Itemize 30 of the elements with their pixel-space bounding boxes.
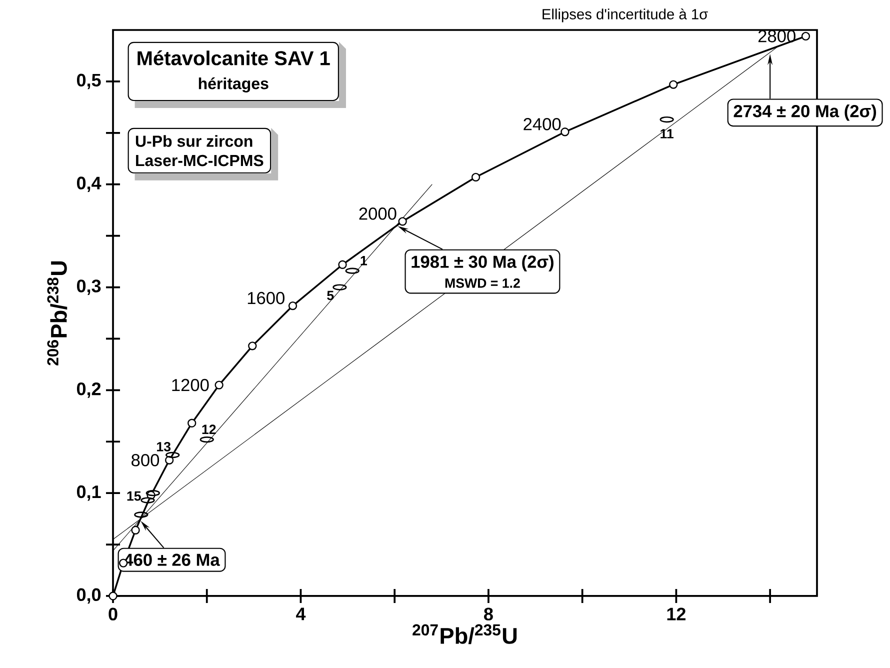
annotation: 1200 [172, 378, 209, 392]
y-axis-title: $^{206}$Pb/$^{238}$U [47, 261, 68, 366]
annotation: 13 [157, 442, 171, 452]
text: Métavolcanite SAV 1 [138, 50, 330, 66]
y-tick-label: 0,2 [76, 382, 101, 398]
annotation: Laser-MC-ICPMS [136, 154, 264, 166]
y-tick-label: 0,0 [76, 588, 101, 604]
x-tick-label: 4 [296, 608, 306, 620]
annotation: 12 [202, 424, 216, 434]
annotation: 2400 [524, 118, 561, 130]
annotation: MSWD = 1.2 [445, 278, 520, 288]
annotation: 1600 [248, 292, 284, 304]
annotation: 1981 ± 30 Ma (2σ) [412, 255, 554, 272]
annotation: 2734 ± 20 Ma (2σ) [734, 104, 876, 121]
annotation: U-Pb sur zircon [136, 135, 252, 147]
annotation: 11 [660, 129, 674, 138]
x-axis-title: $^{207}$Pb/$^{235}$U [412, 624, 517, 644]
annotation: 800 [132, 454, 160, 466]
text: héritages [198, 77, 268, 92]
x-tick-label: 0 [108, 608, 118, 620]
annotation: 5 [327, 290, 334, 300]
text: Ellipses d'incertitude à 1σ [542, 8, 708, 22]
annotation: 15 [127, 491, 141, 501]
y-tick-label: 0,4 [76, 176, 102, 192]
y-tick-label: 0,1 [76, 485, 101, 501]
x-tick-label: 8 [484, 608, 493, 620]
y-tick-label: 0,5 [76, 74, 101, 90]
x-tick-label: 12 [667, 608, 686, 620]
y-tick-label: 0,3 [76, 280, 101, 295]
annotation: 2000 [359, 208, 396, 220]
